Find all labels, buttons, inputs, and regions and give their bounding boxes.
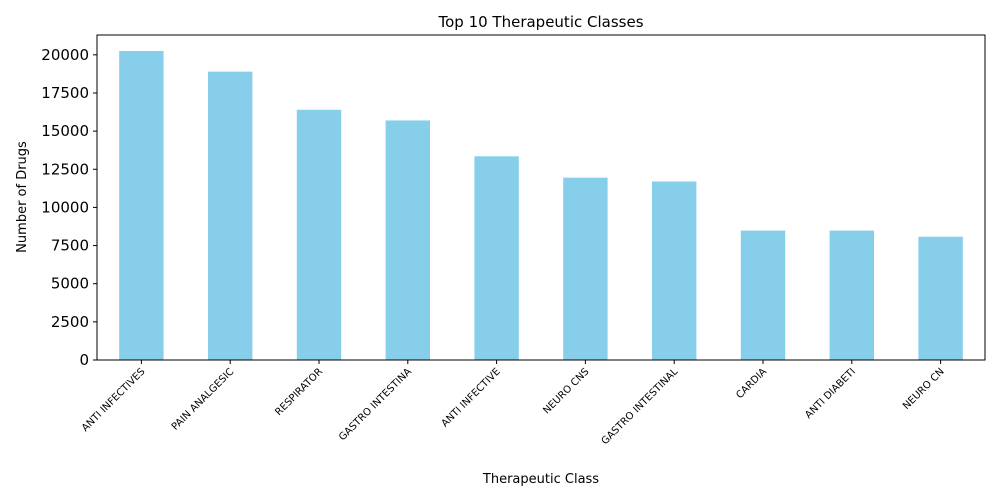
- x-tick-label-9: NEURO CN: [901, 366, 947, 412]
- x-tick-label-6: GASTRO INTESTINAL: [600, 366, 681, 447]
- y-tick-label-6: 15000: [41, 122, 89, 140]
- bars-group: [119, 51, 963, 361]
- y-axis-label: Number of Drugs: [15, 141, 30, 253]
- bar-1: [208, 71, 253, 360]
- x-axis: ANTI INFECTIVES PAIN ANALGESIC RESPIRATOR G…: [80, 360, 947, 447]
- y-tick-label-5: 12500: [41, 160, 89, 178]
- bar-6: [652, 181, 697, 360]
- bar-9: [918, 236, 963, 360]
- x-tick-label-0: ANTI INFECTIVES: [80, 366, 148, 434]
- y-tick-label-2: 5000: [51, 275, 89, 293]
- bar-3: [385, 120, 430, 360]
- bar-7: [740, 230, 786, 360]
- x-axis-label: Therapeutic Class: [482, 472, 599, 487]
- x-tick-label-4: ANTI INFECTIVE: [440, 366, 503, 429]
- bar-4: [474, 156, 519, 360]
- y-tick-label-0: 0: [79, 351, 89, 369]
- bar-2: [296, 109, 342, 360]
- x-tick-label-3: GASTRO INTESTINA: [337, 366, 414, 443]
- plot-frame: [96, 34, 986, 361]
- bar-0: [119, 51, 164, 361]
- x-tick-label-7: CARDIA: [734, 366, 769, 401]
- y-tick-label-8: 20000: [41, 46, 89, 64]
- x-tick-label-2: RESPIRATOR: [273, 366, 325, 418]
- bar-8: [829, 230, 874, 360]
- y-tick-label-7: 17500: [41, 84, 89, 102]
- y-tick-label-3: 7500: [51, 237, 89, 255]
- y-axis: 0 2500 5000 7500 10000 12500 15000 17500 20000: [41, 46, 97, 369]
- chart-title: Top 10 Therapeutic Classes: [437, 13, 643, 31]
- x-tick-label-5: NEURO CNS: [541, 366, 591, 416]
- x-tick-label-8: ANTI DIABETI: [803, 366, 858, 421]
- bar-5: [563, 177, 608, 360]
- x-tick-label-1: PAIN ANALGESIC: [170, 366, 236, 432]
- y-tick-label-1: 2500: [51, 313, 89, 331]
- y-tick-label-4: 10000: [41, 198, 89, 216]
